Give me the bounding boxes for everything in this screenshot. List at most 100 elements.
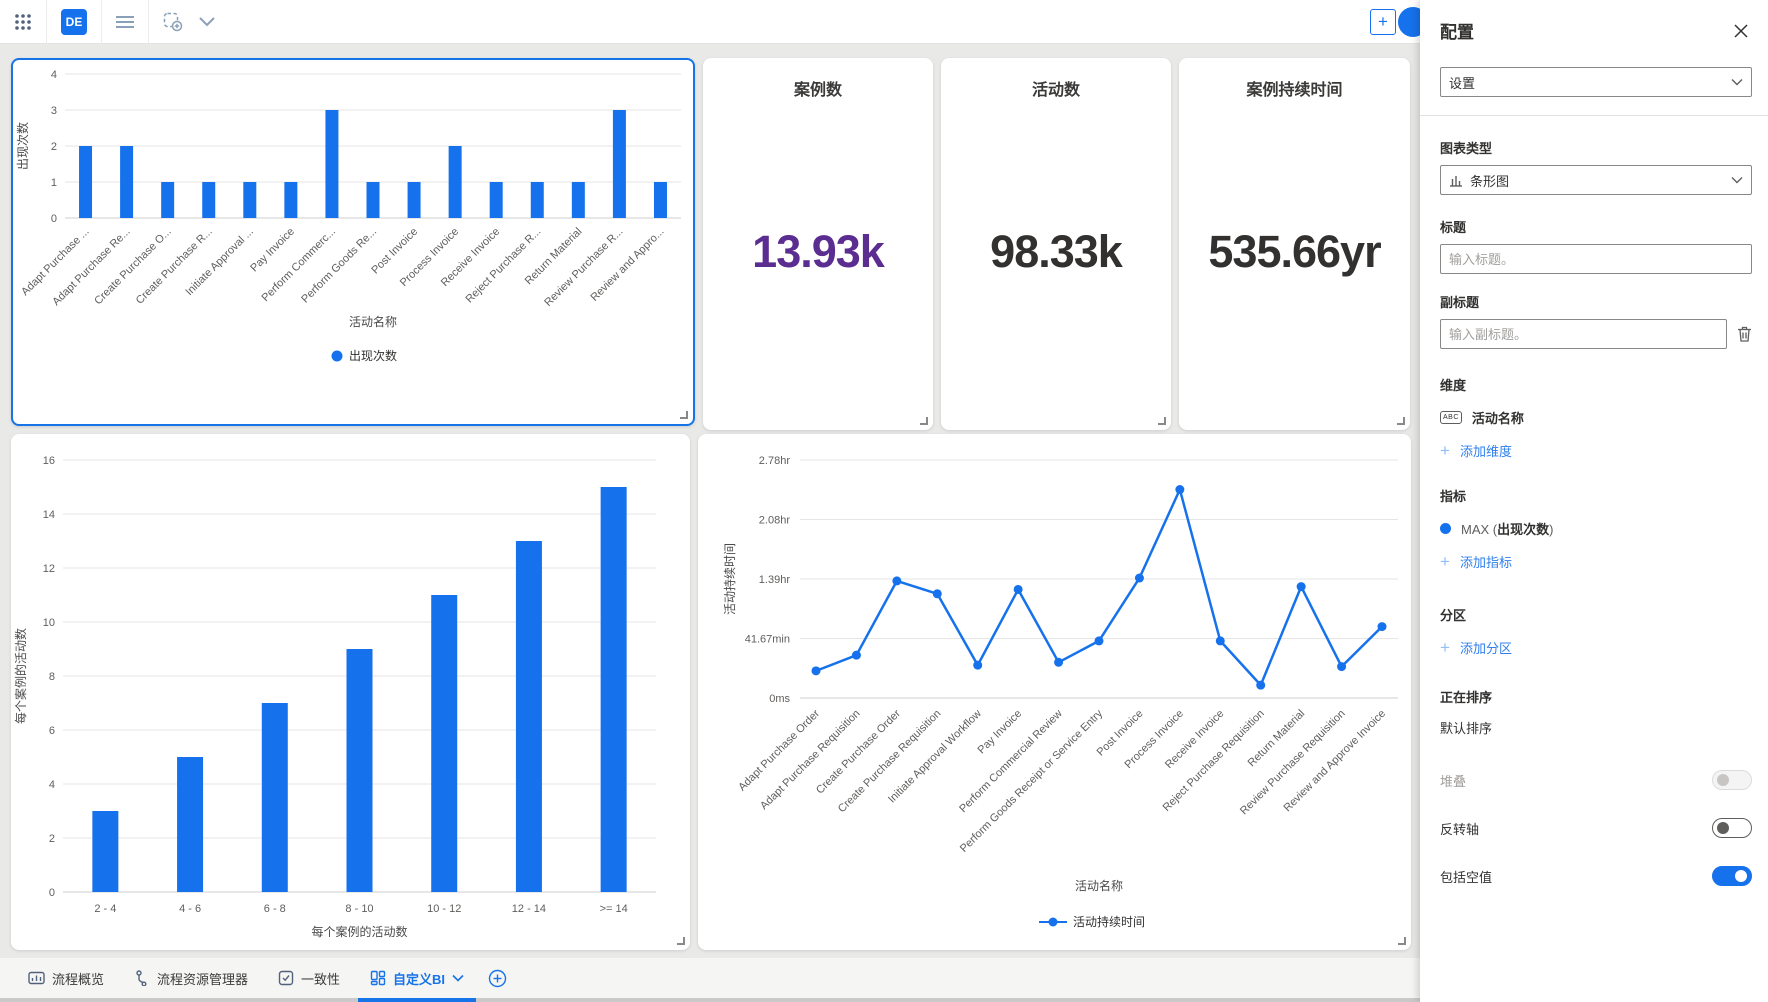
tab-process-overview[interactable]: 流程概览 <box>16 958 116 998</box>
activity-duration-line-chart[interactable]: 0ms 41.67min 1.39hr 2.08hr 2.78hr Adapt Purch… <box>698 434 1411 944</box>
kpi-value: 13.93k <box>752 226 885 277</box>
settings-select[interactable]: 设置 <box>1440 67 1752 97</box>
occurrences-chart-card[interactable]: 0 1 2 3 4 Adapt Purchase ... Adapt Purchase Re… <box>11 58 695 426</box>
kpi-title: 案例持续时间 <box>1246 82 1343 99</box>
subtitle-input[interactable] <box>1449 326 1718 342</box>
activity-duration-chart-card[interactable]: 0ms 41.67min 1.39hr 2.08hr 2.78hr Adapt Purch… <box>698 434 1411 950</box>
svg-text:活动持续时间: 活动持续时间 <box>722 543 737 615</box>
title-input-wrap <box>1440 244 1752 274</box>
svg-text:1: 1 <box>51 177 57 189</box>
kpi-value: 98.33k <box>990 226 1123 277</box>
svg-text:>= 14: >= 14 <box>600 903 628 915</box>
subtitle-input-wrap <box>1440 319 1727 349</box>
svg-text:Create Purchase R...: Create Purchase R... <box>134 226 215 307</box>
metric-item[interactable]: MAX (出现次数) <box>1440 519 1752 538</box>
include-nulls-toggle-row: 包括空值 <box>1440 859 1752 893</box>
dimension-section-label: 维度 <box>1440 378 1467 393</box>
svg-text:12 - 14: 12 - 14 <box>512 903 546 915</box>
process-overview-icon <box>28 971 45 985</box>
svg-text:活动名称: 活动名称 <box>349 314 397 329</box>
tab-conformance[interactable]: 一致性 <box>266 958 352 998</box>
svg-text:出现次数: 出现次数 <box>349 348 397 363</box>
bottom-tab-bar: 流程概览 流程资源管理器 一致性 自定义BI <box>0 958 1420 1002</box>
svg-text:Review and Appro...: Review and Appro... <box>588 226 666 304</box>
svg-text:6: 6 <box>49 725 55 737</box>
dimension-item[interactable]: 活动名称 <box>1440 408 1752 427</box>
tab-custom-bi[interactable]: 自定义BI <box>358 958 477 1002</box>
include-nulls-toggle[interactable] <box>1712 866 1752 886</box>
process-explorer-icon <box>136 970 147 986</box>
kpi-title: 活动数 <box>1031 82 1080 99</box>
chart-type-select[interactable]: 条形图 <box>1440 165 1752 195</box>
resize-handle[interactable] <box>677 937 685 945</box>
add-component-button[interactable]: + <box>1370 9 1396 35</box>
svg-text:2.78hr: 2.78hr <box>759 455 791 467</box>
svg-text:出现次数: 出现次数 <box>15 122 30 170</box>
app-launcher-icon[interactable] <box>14 13 32 31</box>
svg-text:Review Purchase R...: Review Purchase R... <box>542 226 625 309</box>
delete-subtitle-icon[interactable] <box>1737 326 1752 342</box>
svg-text:活动持续时间: 活动持续时间 <box>1073 914 1145 929</box>
conformance-icon <box>278 970 294 986</box>
subtitle-label: 副标题 <box>1440 295 1480 310</box>
svg-text:10 - 12: 10 - 12 <box>427 903 461 915</box>
add-sheet-button[interactable] <box>488 969 507 988</box>
resize-handle[interactable] <box>1397 417 1405 425</box>
svg-text:Create Purchase O...: Create Purchase O... <box>92 226 174 308</box>
activities-per-case-bar-chart[interactable]: 0 2 4 6 8 10 12 14 16 2 - 4 4 - 6 6 - 8 8 - 10 10 - 1… <box>11 434 686 944</box>
add-partition-button[interactable]: + 添加分区 <box>1440 637 1512 657</box>
kpi-value: 535.66yr <box>1208 226 1381 277</box>
svg-text:每个案例的活动数: 每个案例的活动数 <box>13 628 28 724</box>
menu-icon[interactable] <box>116 15 134 29</box>
series-color-dot <box>1440 523 1451 534</box>
svg-text:2: 2 <box>49 833 55 845</box>
title-input[interactable] <box>1449 251 1743 267</box>
svg-text:14: 14 <box>43 509 55 521</box>
svg-text:2 - 4: 2 - 4 <box>94 903 116 915</box>
kpi-title: 案例数 <box>793 82 842 99</box>
chevron-down-icon <box>1731 177 1743 184</box>
sorting-section-label: 正在排序 <box>1440 690 1493 705</box>
bar-chart-icon <box>1450 175 1462 187</box>
activities-per-case-chart-card[interactable]: 0 2 4 6 8 10 12 14 16 2 - 4 4 - 6 6 - 8 8 - 10 10 - 1… <box>11 434 690 950</box>
add-metric-button[interactable]: + 添加指标 <box>1440 551 1512 571</box>
svg-text:12: 12 <box>43 563 55 575</box>
plus-icon: + <box>1440 551 1450 571</box>
chevron-down-icon[interactable] <box>452 974 464 982</box>
workspace-badge[interactable]: DE <box>61 8 87 35</box>
svg-text:0ms: 0ms <box>769 693 790 705</box>
svg-text:Adapt Purchase ...: Adapt Purchase ... <box>19 226 91 298</box>
invert-axis-toggle-row: 反转轴 <box>1440 811 1752 845</box>
svg-text:每个案例的活动数: 每个案例的活动数 <box>311 924 407 939</box>
plus-icon: + <box>1440 440 1450 460</box>
kpi-card-case-count[interactable]: 案例数 13.93k <box>703 58 933 430</box>
tab-process-explorer[interactable]: 流程资源管理器 <box>122 958 260 998</box>
svg-text:0: 0 <box>51 213 57 225</box>
svg-text:2: 2 <box>51 141 57 153</box>
panel-title: 配置 <box>1440 23 1474 42</box>
svg-text:4 - 6: 4 - 6 <box>179 903 201 915</box>
resize-handle[interactable] <box>680 411 688 419</box>
kpi-card-activity-count[interactable]: 活动数 98.33k <box>941 58 1171 430</box>
svg-text:Adapt Purchase Order: Adapt Purchase Order <box>736 707 822 793</box>
add-dimension-button[interactable]: + 添加维度 <box>1440 440 1512 460</box>
resize-handle[interactable] <box>1398 937 1406 945</box>
close-icon[interactable] <box>1730 20 1752 42</box>
svg-text:4: 4 <box>51 69 57 81</box>
svg-text:10: 10 <box>43 617 55 629</box>
svg-text:Perform Goods Receipt or Servi: Perform Goods Receipt or Service Entry <box>958 707 1106 855</box>
kpi-card-case-duration[interactable]: 案例持续时间 535.66yr <box>1179 58 1410 430</box>
resize-handle[interactable] <box>1158 417 1166 425</box>
resize-handle[interactable] <box>920 417 928 425</box>
svg-text:Perform Goods Re...: Perform Goods Re... <box>299 226 379 306</box>
invert-axis-toggle[interactable] <box>1712 818 1752 838</box>
capture-area-icon[interactable] <box>163 12 183 32</box>
chart-type-label: 图表类型 <box>1440 141 1493 156</box>
occurrences-bar-chart[interactable]: 0 1 2 3 4 Adapt Purchase ...Adapt Purchase Re… <box>13 60 693 416</box>
stacked-toggle[interactable] <box>1712 770 1752 790</box>
svg-text:6 - 8: 6 - 8 <box>264 903 286 915</box>
chevron-down-icon[interactable] <box>199 16 215 27</box>
chevron-down-icon <box>1731 79 1743 86</box>
sorting-value[interactable]: 默认排序 <box>1440 721 1493 736</box>
